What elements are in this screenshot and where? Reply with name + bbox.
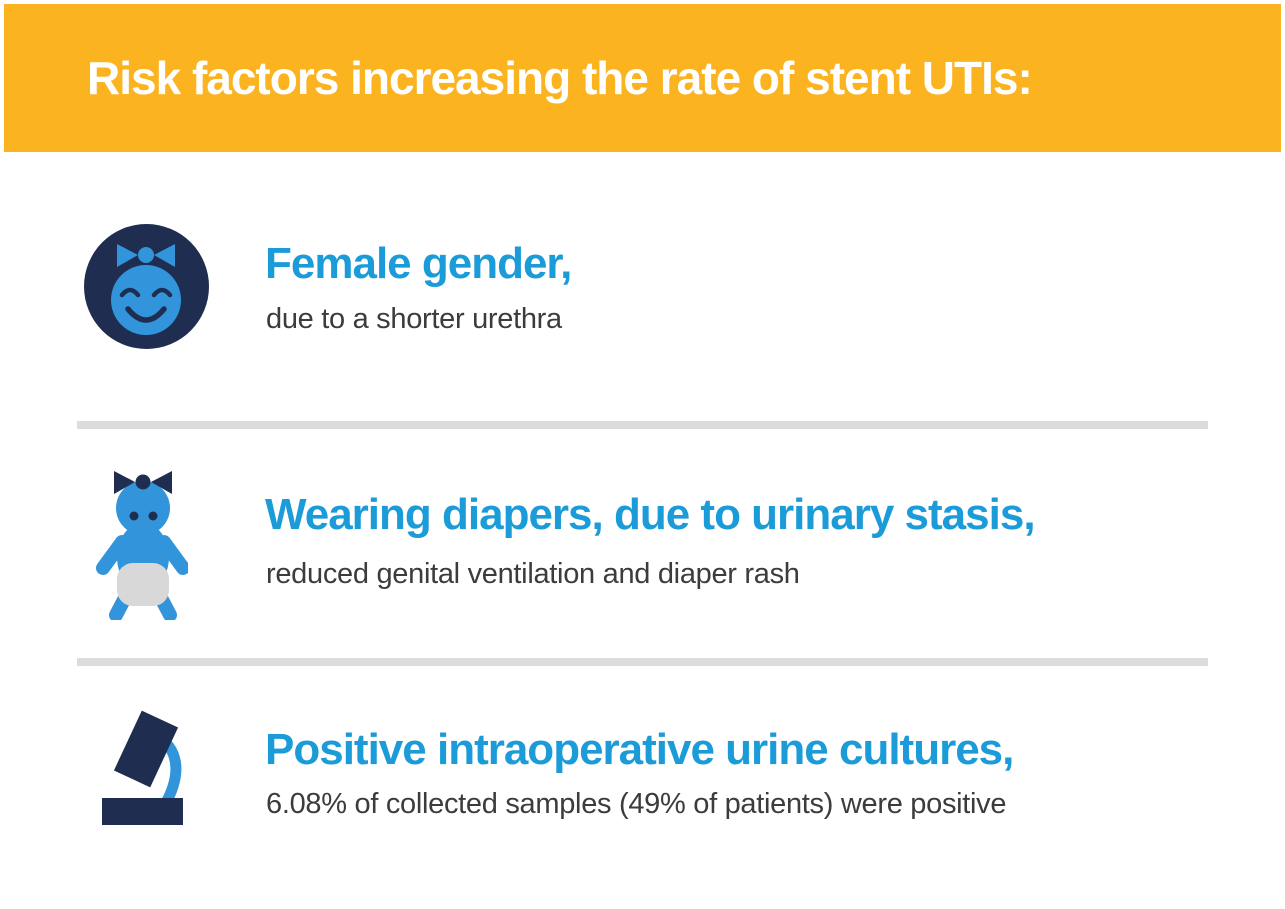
- diaper: [117, 563, 169, 606]
- section-heading-wearing-diapers: Wearing diapers, due to urinary stasis,: [265, 490, 1036, 539]
- bow-knot: [138, 247, 154, 263]
- section-subtext-wearing-diapers: reduced genital ventilation and diaper r…: [266, 558, 800, 590]
- divider: [77, 658, 1208, 666]
- microscope-icon: [102, 710, 183, 825]
- section-subtext-female-gender: due to a shorter urethra: [266, 303, 562, 335]
- eye-right: [148, 511, 158, 521]
- bow-right: [154, 244, 175, 267]
- header-banner: Risk factors increasing the rate of sten…: [4, 4, 1281, 152]
- closed-eye-left: [119, 287, 141, 298]
- bow-left: [117, 244, 138, 267]
- baby-head: [116, 481, 170, 535]
- eye-left: [129, 511, 139, 521]
- bow-left: [114, 471, 135, 494]
- baby-wearing-diaper-icon: [96, 471, 188, 620]
- smile: [125, 306, 167, 323]
- bow-knot: [135, 474, 151, 490]
- baby-face: [111, 265, 181, 335]
- bow-right: [151, 471, 172, 494]
- closed-eye-right: [151, 287, 173, 298]
- baby-girl-face-icon: [84, 224, 209, 349]
- page-title: Risk factors increasing the rate of sten…: [87, 52, 1033, 104]
- microscope-tube: [113, 710, 179, 788]
- section-subtext-urine-cultures: 6.08% of collected samples (49% of patie…: [266, 788, 1007, 820]
- divider: [77, 421, 1208, 429]
- section-heading-female-gender: Female gender,: [265, 239, 572, 288]
- microscope-base: [102, 798, 183, 825]
- section-heading-urine-cultures: Positive intraoperative urine cultures,: [265, 725, 1014, 774]
